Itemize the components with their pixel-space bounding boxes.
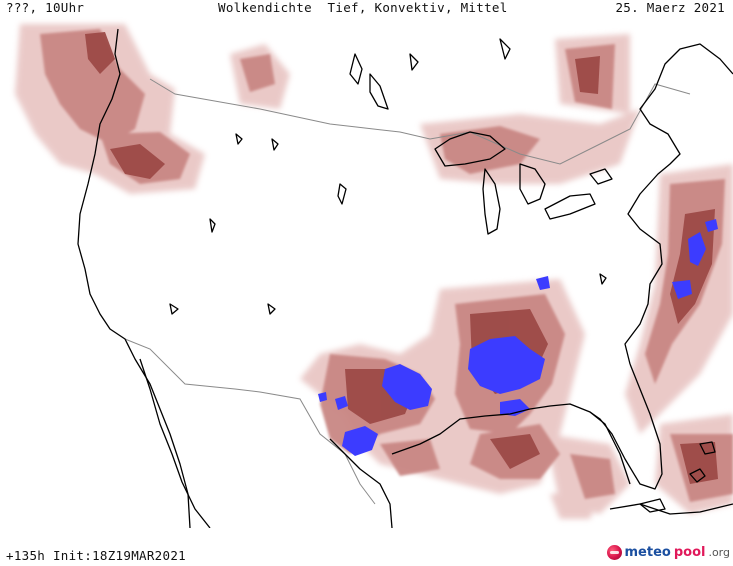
logo-text-pool: pool	[673, 545, 706, 560]
convective-areas-layer	[318, 219, 718, 456]
meteopool-logo[interactable]: meteo pool .org	[606, 545, 730, 560]
coastlines	[77, 28, 733, 528]
logo-mark-icon	[606, 545, 622, 560]
forecast-run-info: +135h Init:18Z19MAR2021	[6, 548, 186, 563]
logo-text-meteo: meteo	[624, 545, 671, 560]
weather-map	[0, 14, 733, 528]
map-title: Wolkendichte Tief, Konvektiv, Mittel	[218, 0, 508, 15]
logo-text-domain: .org	[708, 546, 730, 559]
location-time-label: ???, 10Uhr	[6, 0, 85, 15]
forecast-date: 25. Maerz 2021	[615, 0, 725, 15]
